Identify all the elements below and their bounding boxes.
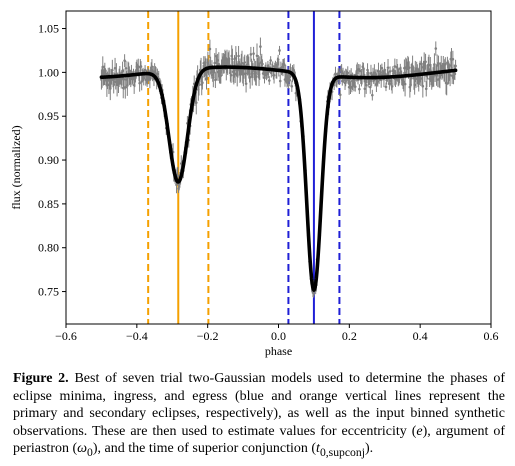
data-point bbox=[209, 48, 212, 51]
caption-text-4: ). bbox=[365, 441, 373, 456]
data-point bbox=[268, 79, 271, 82]
y-tick-label: 0.80 bbox=[38, 241, 59, 255]
data-point bbox=[365, 84, 368, 87]
data-point bbox=[389, 70, 392, 73]
data-point bbox=[245, 82, 248, 85]
x-tick-label: −0.4 bbox=[126, 329, 148, 343]
data-point bbox=[230, 74, 233, 77]
model-curve bbox=[101, 67, 455, 290]
data-point bbox=[125, 67, 128, 70]
data-point bbox=[425, 87, 428, 90]
x-tick-label: 0.6 bbox=[484, 329, 499, 343]
caption-t-sub: 0,supconj bbox=[320, 446, 365, 459]
light-curve-figure: −0.6 −0.4 −0.2 0.0 0.2 0.4 0.6 0.75 0.80 0.85 0.9… bbox=[0, 0, 515, 366]
data-point bbox=[408, 66, 411, 69]
caption-label: Figure 2. bbox=[13, 371, 69, 386]
data-point bbox=[259, 45, 262, 48]
data-point bbox=[278, 49, 281, 52]
data-point bbox=[252, 52, 255, 55]
data-point bbox=[273, 74, 276, 77]
data-point bbox=[201, 81, 204, 84]
data-point bbox=[454, 65, 457, 68]
data-point bbox=[195, 101, 198, 104]
data-point bbox=[291, 85, 294, 88]
data-point bbox=[385, 86, 388, 89]
figure-caption: Figure 2. Best of seven trial two-Gaussi… bbox=[13, 370, 505, 462]
data-point bbox=[346, 72, 349, 75]
data-point bbox=[277, 58, 280, 61]
data-point bbox=[237, 55, 240, 58]
y-tick-label: 0.85 bbox=[38, 197, 59, 211]
data-point bbox=[387, 66, 390, 69]
data-point bbox=[433, 63, 436, 66]
data-point bbox=[339, 93, 342, 96]
data-point bbox=[255, 75, 258, 78]
y-tick-label: 0.75 bbox=[38, 285, 59, 299]
data-point bbox=[250, 53, 253, 56]
y-axis-label: flux (normalized) bbox=[9, 125, 23, 209]
data-point bbox=[140, 65, 143, 68]
x-tick-label: −0.6 bbox=[55, 329, 77, 343]
data-point bbox=[138, 82, 141, 85]
data-point bbox=[444, 63, 447, 66]
caption-omega: ω bbox=[77, 441, 87, 456]
data-point bbox=[358, 88, 361, 91]
data-point bbox=[261, 63, 264, 66]
x-tick-label: −0.2 bbox=[197, 329, 219, 343]
y-tick-label: 0.90 bbox=[38, 153, 59, 167]
data-point bbox=[279, 80, 282, 83]
data-point bbox=[231, 58, 234, 61]
caption-text-3: ), and the time of superior conjunction … bbox=[93, 441, 316, 456]
data-point bbox=[452, 58, 455, 61]
y-tick-label: 0.95 bbox=[38, 109, 59, 123]
data-point bbox=[381, 67, 384, 70]
data-point bbox=[269, 59, 272, 62]
x-tick-label: 0.2 bbox=[342, 329, 357, 343]
data-point bbox=[424, 60, 427, 63]
data-point bbox=[404, 83, 407, 86]
y-tick-label: 1.00 bbox=[38, 65, 59, 79]
y-axis-ticks: 0.75 0.80 0.85 0.90 0.95 1.00 1.05 bbox=[38, 22, 66, 299]
data-point bbox=[354, 85, 357, 88]
data-point bbox=[243, 61, 246, 64]
data-point bbox=[288, 79, 291, 82]
data-point bbox=[111, 69, 114, 72]
x-tick-label: 0.4 bbox=[413, 329, 428, 343]
data-point bbox=[391, 85, 394, 88]
data-point bbox=[434, 47, 437, 50]
x-axis-label: phase bbox=[265, 344, 292, 358]
data-point bbox=[454, 73, 457, 76]
x-axis-ticks: −0.6 −0.4 −0.2 0.0 0.2 0.4 0.6 bbox=[55, 324, 498, 343]
x-tick-label: 0.0 bbox=[271, 329, 286, 343]
y-tick-label: 1.05 bbox=[38, 22, 59, 36]
data-point bbox=[422, 85, 425, 88]
data-point bbox=[371, 94, 374, 97]
